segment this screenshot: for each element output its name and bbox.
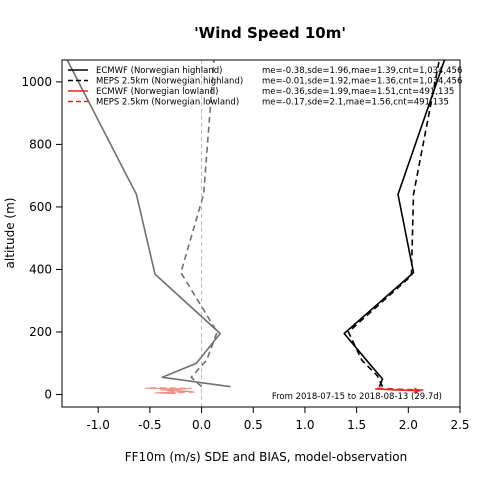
x-axis: -1.0 -0.5 0.0 0.5 1.0 1.5 2.0 2.5 (86, 407, 470, 432)
series-layer (66, 59, 446, 395)
y-tick-label: 1000 (21, 75, 52, 89)
x-tick-label: 0.0 (192, 418, 211, 432)
y-tick-label: 800 (29, 137, 52, 151)
x-tick-label: -0.5 (138, 418, 161, 432)
arrowhead-marker (414, 387, 421, 394)
legend-label: ECMWF (Norwegian lowland) (96, 87, 218, 97)
x-tick-label: 0.5 (244, 418, 263, 432)
legend-label: ECMWF (Norwegian highland) (96, 66, 222, 76)
y-tick-label: 600 (29, 200, 52, 214)
series-line-sde-highland-meps (347, 59, 441, 388)
series-line-bias-lowland-ecmwf (144, 387, 192, 395)
y-tick-label: 200 (29, 325, 52, 339)
series-line-bias-highland-ecmwf (66, 59, 231, 388)
plot-area (61, 59, 461, 408)
x-tick-label: 2.5 (450, 418, 469, 432)
date-range-annotation: From 2018-07-15 to 2018-08-13 (29.7d) (272, 392, 442, 402)
chart-title: 'Wind Speed 10m' (194, 24, 346, 42)
plot-frame (61, 59, 461, 408)
legend-stats: me=-0.38,sde=1.96,mae=1.39,cnt=1,034,456 (262, 66, 462, 76)
y-axis: 0 200 400 600 800 1000 (21, 75, 62, 401)
series-line-sde-highland-ecmwf (343, 59, 446, 387)
legend: ECMWF (Norwegian highland) me=-0.38,sde=1… (68, 66, 462, 108)
y-tick-label: 0 (44, 387, 52, 401)
x-tick-label: 1.5 (347, 418, 366, 432)
x-tick-label: 1.0 (295, 418, 314, 432)
x-tick-label: 2.0 (399, 418, 418, 432)
legend-label: MEPS 2.5km (Norwegian highland) (96, 77, 243, 87)
legend-stats: me=-0.17,sde=2.1,mae=1.56,cnt=491,135 (262, 98, 449, 108)
x-tick-label: -1.0 (86, 418, 109, 432)
legend-stats: me=-0.01,sde=1.92,mae=1.36,cnt=1,034,456 (262, 77, 462, 87)
series-line-bias-highland-meps (180, 59, 218, 388)
legend-stats: me=-0.36,sde=1.99,mae=1.51,cnt=491,135 (262, 87, 454, 97)
series-line-sde-lowland-meps (377, 387, 424, 391)
x-axis-label: FF10m (m/s) SDE and BIAS, model-observat… (125, 450, 408, 464)
y-axis-label: altitude (m) (3, 198, 17, 269)
y-tick-label: 400 (29, 262, 52, 276)
legend-label: MEPS 2.5km (Norwegian lowland) (96, 98, 239, 108)
